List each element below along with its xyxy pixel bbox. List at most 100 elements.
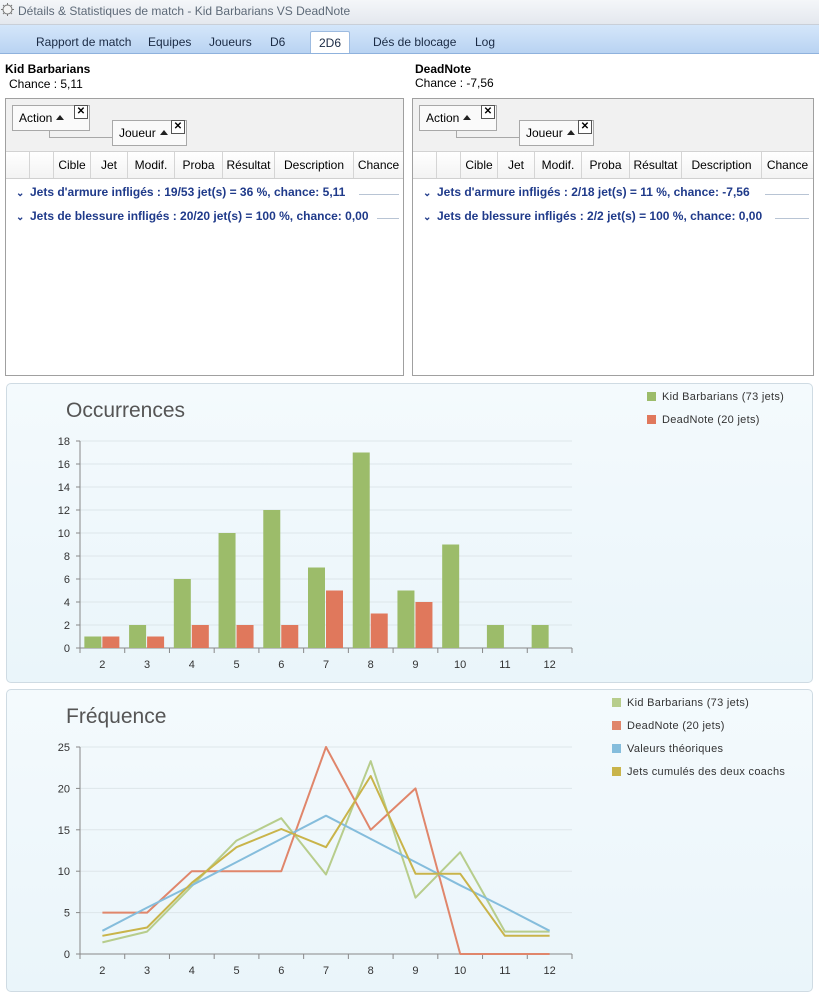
column-header-modif[interactable]: Modif.	[535, 152, 582, 178]
window-titlebar[interactable]: Détails & Statistiques de match - Kid Ba…	[0, 0, 819, 25]
x-tick-label: 6	[278, 965, 284, 977]
column-header-cible[interactable]: Cible	[461, 152, 498, 178]
sort-ascending-icon	[463, 115, 472, 121]
chevron-down-icon[interactable]: ⌄	[423, 212, 432, 223]
x-tick-label: 5	[233, 659, 239, 671]
group-row-armor[interactable]: ⌄ Jets d'armure infligés : 2/18 jet(s) = …	[423, 185, 809, 203]
group-chip-joueur[interactable]: Joueur ✕	[519, 120, 594, 146]
x-tick-label: 2	[99, 965, 105, 977]
column-header-cible[interactable]: Cible	[54, 152, 91, 178]
x-tick-label: 5	[233, 965, 239, 977]
sort-ascending-icon	[159, 130, 168, 136]
column-header-jet[interactable]: Jet	[91, 152, 128, 178]
group-chip-label: Action	[426, 111, 460, 125]
group-chip-label: Joueur	[526, 126, 563, 140]
x-tick-label: 8	[368, 659, 374, 671]
y-tick-label: 20	[58, 783, 70, 795]
legend-item-deadnote: DeadNote (20 jets)	[612, 720, 725, 732]
app-icon	[1, 3, 14, 16]
group-chip-action[interactable]: Action ✕	[12, 105, 90, 131]
chevron-down-icon[interactable]: ⌄	[423, 188, 432, 199]
group-chip-joueur[interactable]: Joueur ✕	[112, 120, 187, 146]
x-tick-label: 10	[454, 965, 466, 977]
group-divider	[359, 194, 399, 195]
frequency-chart-panel: Fréquence Kid Barbarians (73 jets) DeadN…	[6, 689, 813, 992]
column-header-indent	[437, 152, 461, 178]
x-tick-label: 11	[499, 659, 510, 671]
column-header-expander	[6, 152, 30, 178]
team-chance-kid-barbarians: Chance : 5,11	[9, 77, 83, 91]
column-header-chance[interactable]: Chance	[766, 158, 809, 172]
column-header-indent	[30, 152, 54, 178]
legend-label: Valeurs théoriques	[627, 743, 724, 755]
bar-kid-barbarians	[486, 625, 504, 648]
bar-kid-barbarians	[129, 625, 147, 648]
legend-swatch	[647, 415, 656, 424]
chart-title: Fréquence	[66, 705, 167, 728]
legend-item-deadnote: DeadNote (20 jets)	[647, 414, 760, 426]
sort-ascending-icon	[56, 115, 65, 121]
sort-ascending-icon	[566, 130, 575, 136]
x-tick-label: 4	[189, 659, 195, 671]
group-divider	[775, 218, 809, 219]
bar-kid-barbarians	[352, 452, 370, 648]
tab-rapport-de-match[interactable]: Rapport de match	[36, 35, 132, 49]
team-name-deadnote: DeadNote	[415, 62, 472, 76]
column-header-modif[interactable]: Modif.	[128, 152, 175, 178]
tab-log[interactable]: Log	[475, 35, 496, 49]
x-tick-label: 8	[368, 965, 374, 977]
chevron-down-icon[interactable]: ⌄	[16, 188, 25, 199]
tab-d6[interactable]: D6	[270, 35, 286, 49]
close-icon[interactable]: ✕	[481, 105, 495, 119]
bar-deadnote	[147, 636, 165, 648]
tab-joueurs[interactable]: Joueurs	[209, 35, 252, 49]
y-tick-label: 4	[64, 597, 70, 609]
y-tick-label: 0	[64, 643, 70, 655]
bar-deadnote	[415, 602, 433, 648]
legend-swatch	[612, 721, 621, 730]
group-row-label: Jets d'armure infligés : 19/53 jet(s) = …	[30, 185, 346, 199]
column-header-description[interactable]: Description	[682, 152, 762, 178]
column-header-chance[interactable]: Chance	[357, 158, 400, 172]
y-tick-label: 5	[64, 908, 70, 920]
tab-bar: Rapport de match Equipes Joueurs D6 2D6 …	[0, 25, 819, 54]
column-header-proba[interactable]: Proba	[582, 152, 630, 178]
group-divider	[765, 194, 809, 195]
tab-2d6[interactable]: 2D6	[310, 31, 351, 53]
x-tick-label: 9	[412, 659, 418, 671]
x-tick-label: 10	[454, 659, 466, 671]
chevron-down-icon[interactable]: ⌄	[16, 212, 25, 223]
column-header-row: Cible Jet Modif. Proba Résultat Descript…	[6, 152, 403, 179]
legend-swatch	[612, 698, 621, 707]
legend-item-kid-barbarians: Kid Barbarians (73 jets)	[612, 697, 749, 709]
column-header-expander	[413, 152, 437, 178]
group-row-label: Jets de blessure infligés : 2/2 jet(s) =…	[437, 209, 763, 223]
column-header-resultat[interactable]: Résultat	[223, 152, 275, 178]
group-chip-label: Joueur	[119, 126, 156, 140]
tab-des-de-blocage[interactable]: Dés de blocage	[373, 35, 457, 49]
chart-title: Occurrences	[66, 399, 186, 422]
column-header-resultat[interactable]: Résultat	[630, 152, 682, 178]
column-header-jet[interactable]: Jet	[498, 152, 535, 178]
group-row-injury[interactable]: ⌄ Jets de blessure infligés : 2/2 jet(s) …	[423, 209, 809, 227]
legend-label: DeadNote (20 jets)	[627, 720, 725, 732]
group-row-label: Jets de blessure infligés : 20/20 jet(s)…	[30, 209, 369, 223]
x-tick-label: 4	[189, 965, 195, 977]
column-header-description[interactable]: Description	[275, 152, 354, 178]
legend-item-jets-cumules: Jets cumulés des deux coachs	[612, 766, 785, 778]
bar-deadnote	[191, 625, 209, 648]
close-icon[interactable]: ✕	[171, 120, 185, 134]
series-line-deadnote	[102, 746, 550, 955]
group-row-injury[interactable]: ⌄ Jets de blessure infligés : 20/20 jet(s…	[16, 209, 399, 227]
close-icon[interactable]: ✕	[74, 105, 88, 119]
close-icon[interactable]: ✕	[578, 120, 592, 134]
y-tick-label: 15	[58, 825, 70, 837]
tab-equipes[interactable]: Equipes	[148, 35, 192, 49]
team-chance-deadnote: Chance : -7,56	[415, 76, 494, 90]
series-line-jets-cumules	[102, 775, 550, 937]
series-line-kid-barbarians	[102, 760, 550, 944]
column-header-proba[interactable]: Proba	[175, 152, 223, 178]
group-row-armor[interactable]: ⌄ Jets d'armure infligés : 19/53 jet(s) =…	[16, 185, 399, 203]
group-chip-action[interactable]: Action ✕	[419, 105, 497, 131]
legend-label: Kid Barbarians (73 jets)	[627, 697, 750, 709]
